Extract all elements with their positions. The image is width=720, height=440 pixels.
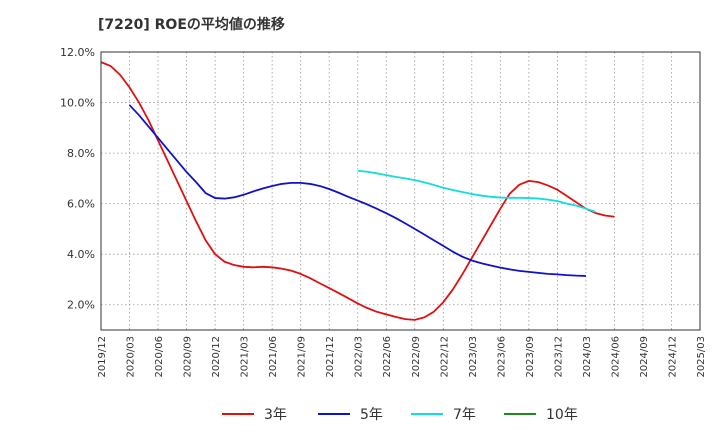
legend-label: 5年 bbox=[360, 407, 383, 423]
legend: 3年 5年 7年 10年 bbox=[222, 407, 578, 423]
series-lines bbox=[100, 61, 615, 321]
x-tick-label: 2022/09 bbox=[411, 336, 422, 378]
legend-label: 7年 bbox=[453, 407, 476, 423]
y-tick-label: 4.0% bbox=[67, 248, 95, 261]
x-tick-label: 2019/12 bbox=[97, 336, 108, 378]
y-tick-label: 12.0% bbox=[60, 46, 95, 59]
x-tick-label: 2020/09 bbox=[183, 336, 194, 378]
x-tick-label: 2024/09 bbox=[639, 336, 650, 378]
x-tick-label: 2020/06 bbox=[154, 336, 165, 378]
x-tick-label: 2023/09 bbox=[525, 336, 536, 378]
x-tick-label: 2021/09 bbox=[297, 336, 308, 378]
x-tick-label: 2020/12 bbox=[211, 336, 222, 378]
grid bbox=[101, 52, 700, 330]
x-tick-label: 2023/12 bbox=[553, 336, 564, 378]
x-tick-label: 2021/06 bbox=[268, 336, 279, 378]
series-line-2 bbox=[128, 104, 586, 277]
x-tick-label: 2022/03 bbox=[354, 336, 365, 378]
x-tick-label: 2024/06 bbox=[610, 336, 621, 378]
series-line-1 bbox=[100, 61, 615, 321]
y-tick-label: 8.0% bbox=[67, 147, 95, 160]
y-tick-label: 2.0% bbox=[67, 299, 95, 312]
x-tick-label: 2020/03 bbox=[126, 336, 137, 378]
y-tick-label: 10.0% bbox=[60, 97, 95, 110]
x-tick-label: 2025/03 bbox=[696, 336, 707, 378]
x-tick-label: 2021/03 bbox=[240, 336, 251, 378]
chart-title: [7220] ROEの平均値の推移 bbox=[98, 17, 285, 33]
x-tick-label: 2022/12 bbox=[439, 336, 450, 378]
legend-label: 10年 bbox=[546, 407, 578, 423]
x-tick-label: 2023/06 bbox=[496, 336, 507, 378]
legend-label: 3年 bbox=[264, 407, 287, 423]
x-axis-ticks: 2019/12 2020/03 2020/06 2020/09 2020/12 2021/… bbox=[97, 336, 707, 378]
x-tick-label: 2022/06 bbox=[382, 336, 393, 378]
x-tick-label: 2024/03 bbox=[582, 336, 593, 378]
series-line-3 bbox=[357, 169, 596, 213]
y-tick-label: 6.0% bbox=[67, 198, 95, 211]
y-axis-ticks: 2.0% 4.0% 6.0% 8.0% 10.0% 12.0% bbox=[60, 46, 95, 312]
x-tick-label: 2021/12 bbox=[325, 336, 336, 378]
x-tick-label: 2024/12 bbox=[667, 336, 678, 378]
plot-frame bbox=[100, 51, 701, 331]
x-tick-label: 2023/03 bbox=[468, 336, 479, 378]
